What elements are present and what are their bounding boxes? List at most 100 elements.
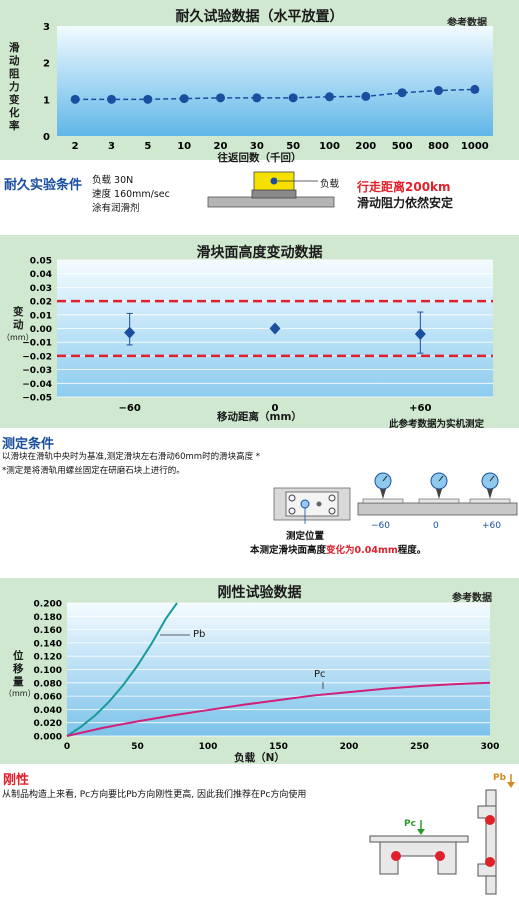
xtick-label: 100 <box>319 141 340 152</box>
ytick-label: 3 <box>43 22 50 33</box>
ytick-label: 0.100 <box>34 666 62 676</box>
data-point <box>216 93 225 103</box>
durability-diagram <box>207 171 335 208</box>
ytick-label: −0.04 <box>22 380 52 390</box>
xtick-label: 0 <box>64 742 70 752</box>
xtick-label: 150 <box>269 742 288 752</box>
dial-probe <box>436 489 442 499</box>
ytick-label: −0.05 <box>22 394 52 404</box>
rigidity-heading: 刚性 <box>3 773 30 788</box>
slider-block <box>418 498 460 504</box>
xtick-label: 200 <box>340 742 359 752</box>
durability-chart: 0 1 2 3 2 3 5 10 20 30 50 100 200 500 800 1000 <box>43 22 493 152</box>
data-point <box>252 93 262 103</box>
ytick-label: −0.03 <box>22 366 52 376</box>
durability-title: 耐久试验数据（水平放置） <box>175 9 344 25</box>
data-point <box>470 84 480 94</box>
data-point <box>179 94 189 104</box>
xtick-label: 50 <box>131 742 144 752</box>
xtick-label: 30 <box>250 141 264 152</box>
data-point <box>434 86 443 96</box>
durability-result-distance: 行走距离200km <box>357 180 451 194</box>
height-title: 滑块面高度变动数据 <box>196 245 323 261</box>
diagram-pc-label: Pc <box>404 819 416 829</box>
ytick-label: 0.060 <box>34 693 62 703</box>
height-xlabel: 移动距离（mm） <box>217 411 302 423</box>
xtick-label: 250 <box>410 742 429 752</box>
ytick-label: 0.000 <box>34 733 62 743</box>
measure-result-post: 程度。 <box>397 545 427 556</box>
dial-needle <box>382 475 388 482</box>
ytick-label: 0.04 <box>30 270 52 280</box>
ytick-label: 0.020 <box>34 719 62 729</box>
height-measured-note: 此参考数据为实机测定 <box>389 419 485 430</box>
rigidity-title: 刚性试验数据 <box>217 585 302 601</box>
measure-desc-2: *测定是将滑轨用螺丝固定在研磨石块上进行的。 <box>2 466 185 476</box>
ytick-label: 1 <box>43 95 50 106</box>
durability-ylabel: 滑动阻力变化率 <box>9 42 20 132</box>
xtick-label: 500 <box>392 141 413 152</box>
xtick-label: 100 <box>199 742 218 752</box>
height-ylabel: 变动 <box>13 306 24 331</box>
measure-result-value: 变化为0.04mm <box>326 545 398 556</box>
measure-slider-diagram <box>273 487 351 524</box>
durability-xlabel: 往返回数（千回） <box>217 152 302 164</box>
measure-conditions-heading: 测定条件 <box>2 437 55 452</box>
dial-needle <box>489 475 495 482</box>
dial-probe <box>380 489 386 499</box>
ytick-label: 0.040 <box>34 706 62 716</box>
series-pb-line <box>66 602 178 737</box>
data-point <box>143 94 153 104</box>
xtick-label: 0 <box>272 403 279 414</box>
data-point <box>397 88 407 98</box>
gauge-label-center: 0 <box>433 521 439 531</box>
rigidity-ref-tag: 参考数据 <box>452 593 492 604</box>
data-point <box>325 92 334 102</box>
slider-block <box>362 498 404 504</box>
ytick-label: 0.120 <box>34 653 62 663</box>
ytick-label: −0.02 <box>22 352 52 362</box>
ytick-label: 0.05 <box>30 257 52 267</box>
rigidity-profile-diagram <box>369 774 515 895</box>
ytick-label: 0.080 <box>34 679 62 689</box>
durability-cond-speed: 速度 160mm/sec <box>92 189 170 200</box>
measure-result: 本测定滑块面高度变化为0.04mm程度。 <box>250 542 426 556</box>
diagram-pb-label: Pb <box>493 773 507 783</box>
ytick-label: 0.200 <box>34 600 62 610</box>
ytick-label: 0.03 <box>30 284 52 294</box>
xtick-label: +60 <box>409 403 431 414</box>
durability-load-label: 负载 <box>320 179 340 190</box>
ytick-label: 0.180 <box>34 613 62 623</box>
rigidity-desc: 从制品构造上来看, Pc方向要比Pb方向刚性更高, 因此我们推荐在Pc方向使用 <box>2 790 307 800</box>
xtick-label: 5 <box>144 141 151 152</box>
data-point <box>107 94 116 104</box>
xtick-label: 1000 <box>461 141 489 152</box>
durability-cond-lube: 涂有润滑剂 <box>92 203 140 214</box>
dial-needle <box>438 475 444 482</box>
xtick-label: 3 <box>108 141 115 152</box>
measure-result-pre: 本测定滑块面高度 <box>250 545 327 556</box>
ytick-label: −0.01 <box>22 339 52 349</box>
data-point <box>361 91 371 101</box>
measure-position-label: 测定位置 <box>286 531 325 542</box>
ytick-label: 0.160 <box>34 626 62 636</box>
slider-block <box>469 498 511 504</box>
series-pc-label: Pc <box>314 669 326 680</box>
rigidity-yunit: （mm） <box>4 689 36 698</box>
durability-conditions-heading: 耐久实验条件 <box>4 178 83 193</box>
gauge-label-left: −60 <box>371 521 390 531</box>
xtick-label: −60 <box>119 403 141 414</box>
height-chart: 0.05 0.04 0.03 0.02 0.01 0.00 −0.01 −0.02 −0.03 −… <box>22 257 493 414</box>
ytick-label: 0 <box>43 132 50 143</box>
durability-cond-load: 负载 30N <box>92 175 134 186</box>
series-pc-line <box>66 681 491 737</box>
durability-result-stable: 滑动阻力依然安定 <box>357 196 454 210</box>
data-point <box>414 327 426 340</box>
xtick-label: 800 <box>428 141 449 152</box>
dial-probe <box>487 489 493 499</box>
xtick-label: 200 <box>355 141 376 152</box>
durability-series-line <box>75 88 475 101</box>
ytick-label: 0.140 <box>34 639 62 649</box>
durability-ref-tag: 参考数据 <box>447 18 487 29</box>
ytick-label: 2 <box>43 59 50 70</box>
